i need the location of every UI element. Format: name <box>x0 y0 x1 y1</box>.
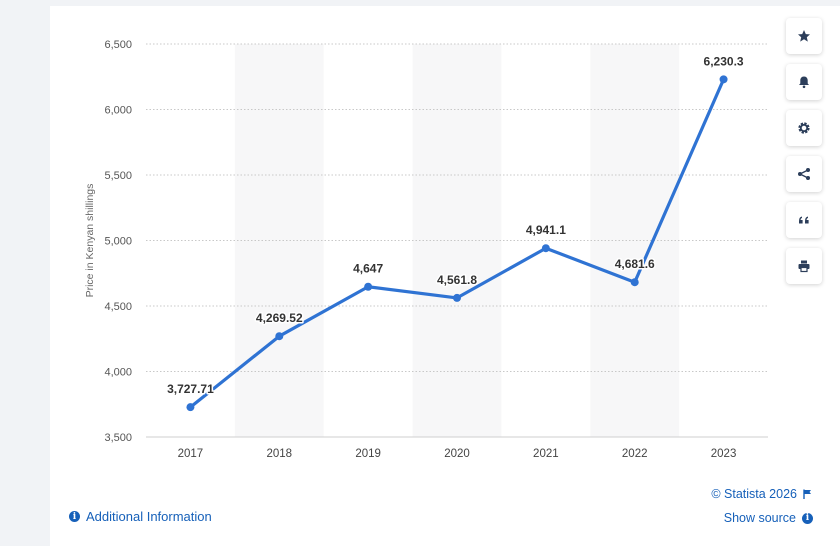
share-button[interactable] <box>786 156 822 192</box>
data-point[interactable] <box>630 278 639 287</box>
additional-information-link[interactable]: i Additional Information <box>69 509 212 524</box>
quote-icon <box>799 216 809 224</box>
y-tick-label: 5,500 <box>104 170 132 182</box>
settings-button[interactable] <box>786 110 822 146</box>
favorite-button[interactable] <box>786 18 822 54</box>
statista-copyright-link[interactable]: © Statista 2026 <box>711 487 812 501</box>
data-label: 4,681.6 <box>615 257 655 271</box>
data-point[interactable] <box>541 244 550 253</box>
x-tick-label: 2019 <box>355 448 381 460</box>
x-tick-label: 2022 <box>622 448 648 460</box>
gridlines <box>146 43 768 438</box>
y-axis-ticks: 3,500 4,000 4,500 5,000 5,500 6,000 6,500 <box>104 39 132 444</box>
info-icon: i <box>802 512 813 524</box>
background-band <box>590 44 680 437</box>
show-source-link[interactable]: Show source i <box>724 511 813 525</box>
data-point[interactable] <box>275 332 284 341</box>
x-tick-label: 2017 <box>178 448 204 460</box>
star-icon <box>798 30 810 42</box>
bell-icon <box>799 76 809 89</box>
notification-button[interactable] <box>786 64 822 100</box>
chart-toolbar <box>786 18 822 294</box>
y-tick-label: 4,000 <box>104 367 132 379</box>
share-icon <box>798 168 810 180</box>
data-point[interactable] <box>364 282 373 291</box>
line-chart: 3,500 4,000 4,500 5,000 5,500 6,000 6,500 2017… <box>84 39 768 460</box>
data-label: 6,230.3 <box>704 54 744 68</box>
background-band <box>412 44 502 437</box>
y-tick-label: 4,500 <box>104 301 132 313</box>
x-tick-label: 2021 <box>533 448 559 460</box>
print-icon <box>798 260 810 273</box>
x-tick-label: 2018 <box>266 448 292 460</box>
additional-information-label: Additional Information <box>86 509 212 524</box>
y-tick-label: 6,500 <box>104 39 132 51</box>
x-axis-ticks: 2017 2018 2019 2020 2021 2022 2023 <box>178 448 737 460</box>
x-tick-label: 2023 <box>711 448 737 460</box>
data-labels: 3,727.71 4,269.52 4,647 4,561.8 4,941.1 4,681… <box>166 53 746 398</box>
gear-icon <box>798 122 810 134</box>
print-button[interactable] <box>786 248 822 284</box>
data-label: 4,269.52 <box>256 311 303 325</box>
data-point[interactable] <box>186 403 195 412</box>
data-point[interactable] <box>453 293 461 302</box>
y-tick-label: 5,000 <box>104 236 132 248</box>
data-point[interactable] <box>719 75 728 84</box>
y-tick-label: 3,500 <box>104 432 132 444</box>
data-label: 4,561.8 <box>437 273 477 287</box>
info-icon: i <box>69 511 80 522</box>
x-tick-label: 2020 <box>444 448 470 460</box>
data-label: 4,941.1 <box>526 223 566 237</box>
data-points <box>186 75 728 412</box>
flag-icon <box>803 489 811 499</box>
cite-button[interactable] <box>786 202 822 238</box>
data-label: 4,647 <box>353 262 383 276</box>
chart-card: 3,500 4,000 4,500 5,000 5,500 6,000 6,500 2017… <box>50 6 840 546</box>
y-tick-label: 6,000 <box>104 105 132 117</box>
show-source-label: Show source <box>723 511 796 525</box>
data-label: 3,727.71 <box>167 382 214 396</box>
copyright-label: © Statista 2026 <box>711 487 797 501</box>
y-axis-title: Price in Kenyan shillings <box>84 184 96 298</box>
